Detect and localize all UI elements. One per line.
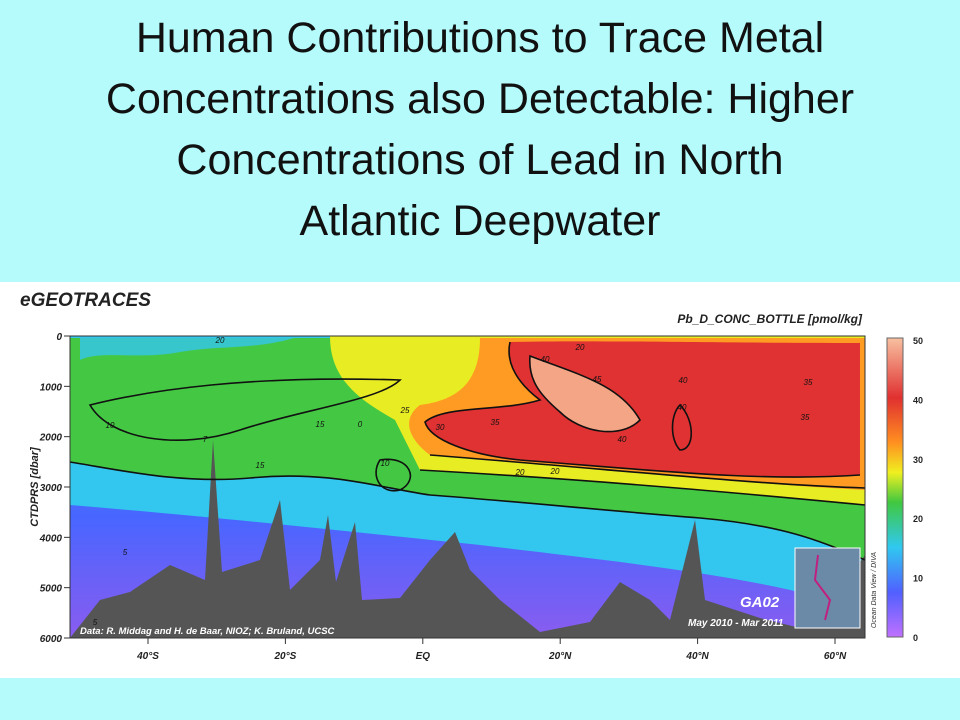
x-tick-label: 20°N	[548, 651, 572, 662]
contour-label: 40	[541, 355, 550, 364]
contour-label: 25	[400, 406, 410, 415]
colorbar-tick-label: 30	[913, 455, 923, 465]
colorbar-tick-label: 40	[913, 395, 923, 405]
y-tick-label: 5000	[40, 584, 63, 595]
contour-label: 20	[575, 343, 585, 352]
period: May 2010 - Mar 2011	[688, 618, 784, 629]
x-tick-label: EQ	[416, 651, 431, 662]
contour-label: 35	[801, 413, 810, 422]
y-tick-label: 3000	[40, 483, 63, 494]
colorbar-tick-label: 0	[913, 633, 918, 643]
colorbar	[886, 337, 904, 638]
section-name: GA02	[740, 594, 780, 611]
contour-label: 40	[678, 403, 687, 412]
watermark: Ocean Data View / DIVA	[871, 552, 878, 628]
title-line: Concentrations of Lead in North	[176, 136, 784, 184]
y-tick-label: 1000	[40, 382, 63, 393]
contour-label: 20	[515, 468, 525, 477]
variable-label: Pb_D_CONC_BOTTLE [pmol/kg]	[677, 312, 863, 326]
x-tick-label: 40°N	[685, 651, 709, 662]
y-tick-label: 4000	[39, 533, 63, 544]
title-line: Human Contributions to Trace Metal	[135, 14, 825, 62]
x-tick-label: 60°N	[824, 651, 847, 662]
y-tick-label: 0	[56, 332, 62, 343]
x-tick-label: 40°S	[136, 651, 159, 662]
colorbar-tick-label: 10	[913, 574, 923, 584]
y-axis-label: CTDPRS [dbar]	[29, 447, 41, 527]
colorbar-tick-label: 50	[913, 336, 923, 346]
inset-track	[813, 554, 832, 621]
inset-map	[794, 547, 861, 629]
colorbar-tick-label: 20	[913, 514, 923, 524]
contour-label: 40	[618, 435, 627, 444]
contour-label: 7	[203, 435, 208, 444]
contour-label: 35	[804, 378, 813, 387]
y-tick-label: 6000	[40, 634, 63, 645]
contour-label: 30	[436, 423, 445, 432]
y-tick-label: 2000	[39, 433, 63, 444]
contour-label: 20	[550, 467, 560, 476]
contour-label: 45	[593, 375, 602, 384]
contour-label: 20	[215, 336, 225, 345]
contour-label: 5	[123, 548, 128, 557]
contour-label: 5	[93, 618, 98, 627]
slide-title: Human Contributions to Trace Metal Concen…	[0, 8, 960, 252]
title-line: Atlantic Deepwater	[299, 197, 661, 245]
contour-label: 35	[491, 418, 500, 427]
contour-label: 10	[106, 421, 115, 430]
bathymetry	[70, 440, 865, 638]
x-tick-label: 20°S	[274, 651, 297, 662]
credit: Data: R. Middag and H. de Baar, NIOZ; K.…	[80, 626, 335, 637]
title-line: Concentrations also Detectable: Higher	[105, 75, 855, 123]
contour-lines	[69, 341, 866, 561]
contour-label: 15	[316, 420, 325, 429]
contour-label: 40	[679, 376, 688, 385]
section-figure: eGEOTRACES Pb_D_CONC_BOTTLE [pmol/kg] CT…	[0, 282, 960, 678]
contour-label: 0	[358, 420, 363, 429]
contour-label: 10	[381, 459, 390, 468]
contour-label: 15	[256, 461, 265, 470]
brand: eGEOTRACES	[20, 290, 151, 311]
